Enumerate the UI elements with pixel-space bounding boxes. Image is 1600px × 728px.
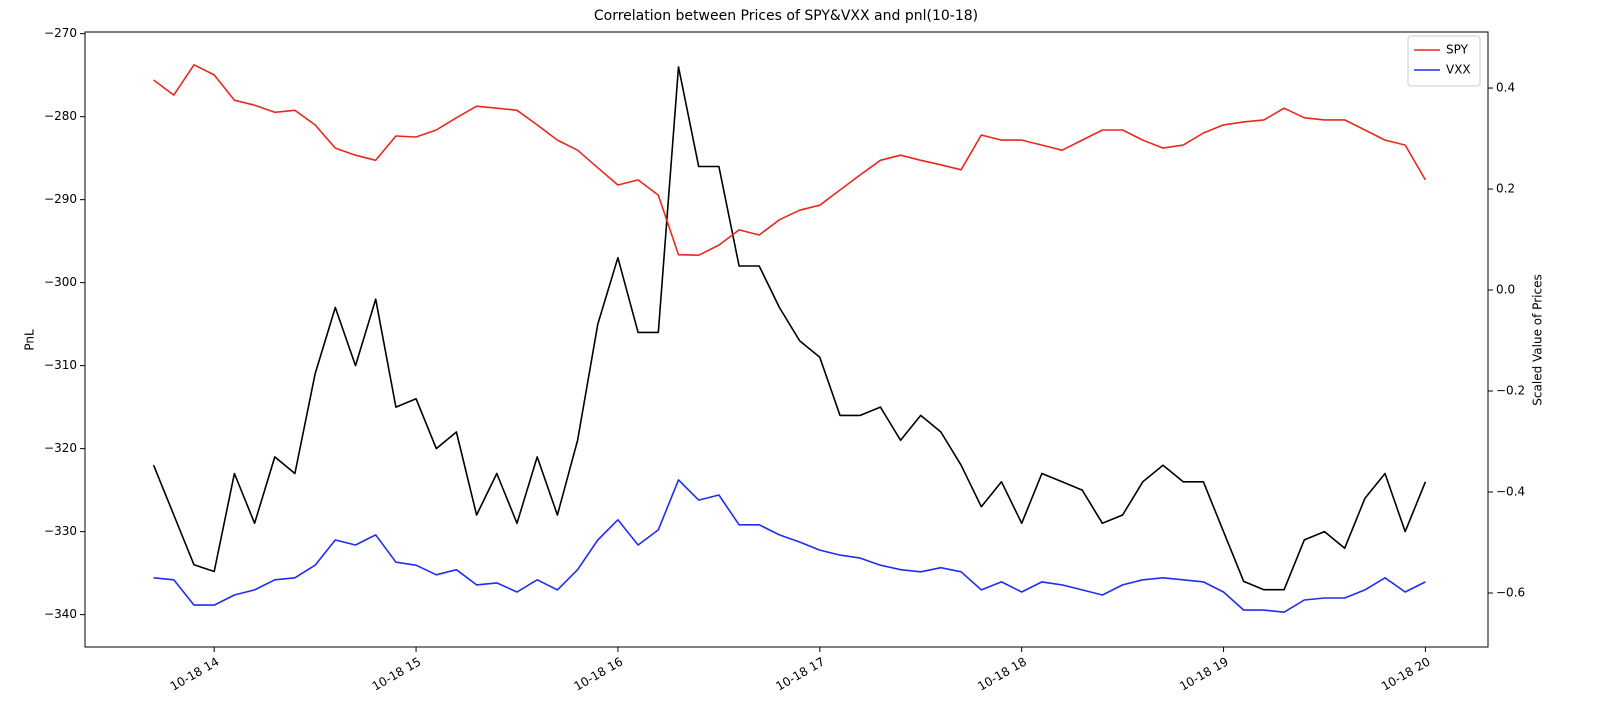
legend-box — [1407, 35, 1481, 87]
series-line — [152, 66, 1427, 591]
y-tick-label: −340 — [44, 607, 77, 621]
series-line — [153, 479, 1426, 613]
y-tick-label: −290 — [44, 192, 77, 206]
y2-tick-label: 0.4 — [1496, 81, 1515, 95]
y-tick-label: −330 — [44, 524, 77, 538]
y-axis-label: PnL — [23, 329, 37, 351]
x-tick-label: 10-18 19 — [1177, 655, 1231, 694]
y-tick-label: −310 — [44, 358, 77, 372]
x-tick-label: 10-18 18 — [975, 655, 1029, 694]
x-tick-label: 10-18 16 — [571, 655, 625, 694]
y2-tick-label: −0.4 — [1496, 484, 1525, 498]
x-tick-label: 10-18 20 — [1379, 655, 1433, 694]
y2-tick-label: −0.6 — [1496, 585, 1525, 599]
x-tick-label: 10-18 17 — [773, 655, 827, 694]
x-tick-label: 10-18 14 — [168, 655, 222, 694]
chart-title: Correlation between Prices of SPY&VXX an… — [594, 8, 978, 24]
y-tick-label: −320 — [44, 441, 77, 455]
y-tick-label: −280 — [44, 109, 77, 123]
legend: SPY VXX — [1407, 35, 1481, 87]
y2-tick-label: 0.2 — [1496, 182, 1515, 196]
plot-frame — [84, 31, 1489, 648]
y2-axis-label: Scaled Value of Prices — [1531, 274, 1545, 405]
y-tick-label: −300 — [44, 275, 77, 289]
x-tick-label: 10-18 15 — [370, 655, 424, 694]
legend-label: VXX — [1446, 63, 1471, 77]
series-line — [153, 64, 1427, 256]
y2-tick-label: −0.2 — [1496, 384, 1525, 398]
y2-tick-label: 0.0 — [1496, 283, 1515, 297]
legend-label: SPY — [1446, 43, 1469, 57]
y-tick-label: −270 — [44, 26, 77, 40]
